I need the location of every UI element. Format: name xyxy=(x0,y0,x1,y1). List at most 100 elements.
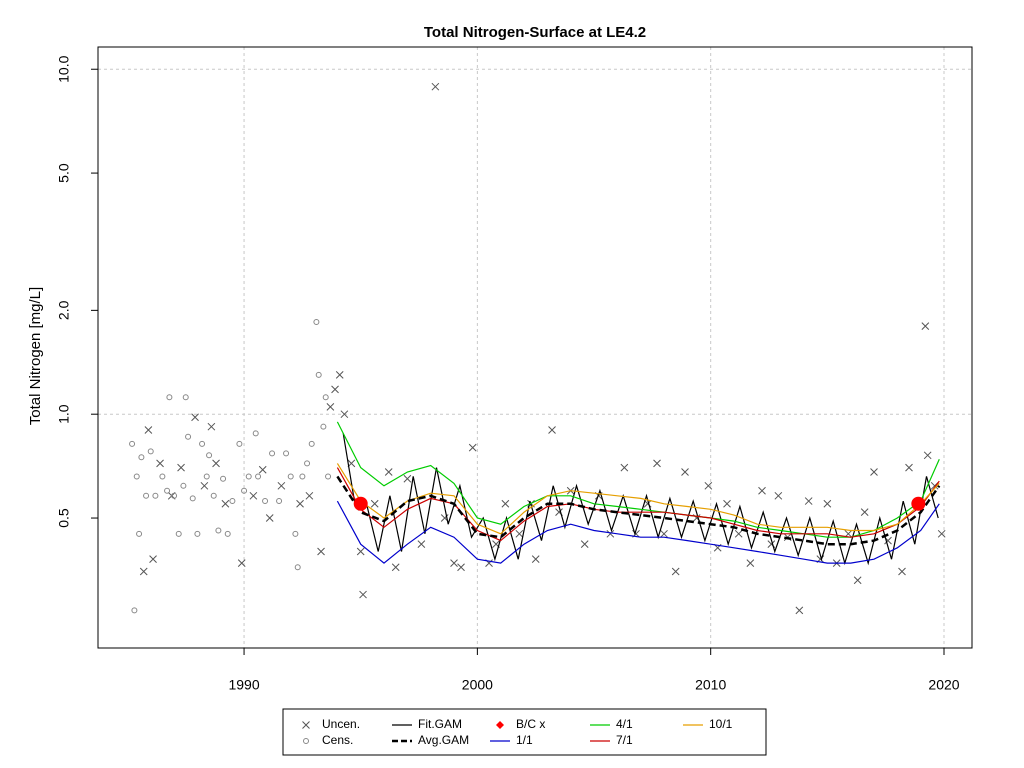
marker-x xyxy=(305,491,314,500)
marker-x xyxy=(221,499,230,508)
marker-circle xyxy=(245,473,252,480)
marker-x xyxy=(403,474,412,483)
marker-circle xyxy=(147,448,154,455)
marker-x xyxy=(258,465,267,474)
y-tick-label: 0.5 xyxy=(56,508,72,528)
marker-x xyxy=(265,514,274,522)
marker-circle xyxy=(236,440,243,447)
marker-x xyxy=(823,499,832,508)
marker-x xyxy=(356,547,365,556)
marker-circle xyxy=(315,371,322,378)
marker-circle xyxy=(283,450,290,457)
marker-circle xyxy=(304,460,311,467)
marker-circle xyxy=(308,440,315,447)
marker-circle xyxy=(299,473,306,480)
marker-x xyxy=(905,463,913,472)
marker-circle xyxy=(143,492,150,499)
marker-x xyxy=(431,82,440,91)
marker-circle xyxy=(199,440,206,447)
marker-x xyxy=(144,426,153,434)
marker-x xyxy=(723,499,731,508)
marker-x xyxy=(340,410,349,419)
marker-circle xyxy=(220,475,227,482)
marker-x xyxy=(746,559,755,567)
marker-x xyxy=(660,529,668,538)
marker-circle xyxy=(210,492,217,499)
legend-swatch xyxy=(302,721,310,729)
marker-circle xyxy=(292,530,299,537)
x-tick-label: 2010 xyxy=(695,677,726,693)
marker-x xyxy=(580,540,589,549)
marker-circle xyxy=(325,473,332,480)
marker-circle xyxy=(129,440,136,447)
marker-circle xyxy=(320,423,327,430)
marker-circle xyxy=(224,530,231,537)
marker-x xyxy=(326,403,335,411)
marker-x xyxy=(804,497,813,505)
series-line xyxy=(336,463,940,535)
marker-x xyxy=(391,563,400,572)
marker-x xyxy=(937,529,946,538)
marker-circle xyxy=(276,498,283,505)
marker-x xyxy=(501,499,510,508)
marker-x xyxy=(457,563,465,572)
marker-x xyxy=(548,426,556,434)
marker-x xyxy=(515,529,524,538)
marker-circle xyxy=(294,564,301,571)
marker-circle xyxy=(131,607,138,614)
legend-label: B/C x xyxy=(516,717,545,731)
legend-label: 7/1 xyxy=(616,733,633,747)
series-line xyxy=(336,467,940,542)
marker-x xyxy=(450,559,458,567)
marker-x xyxy=(531,555,540,564)
marker-circle xyxy=(269,450,276,457)
marker-x xyxy=(212,459,220,468)
series-line xyxy=(336,500,940,564)
legend-label: Cens. xyxy=(322,733,353,747)
marker-x xyxy=(139,567,148,576)
marker-circle xyxy=(203,473,210,480)
marker-x xyxy=(331,385,339,394)
legend-label: 10/1 xyxy=(709,717,733,731)
marker-circle xyxy=(287,473,294,480)
marker-x xyxy=(191,413,199,422)
legend-swatch xyxy=(303,738,309,744)
marker-point xyxy=(353,496,368,511)
marker-circle xyxy=(206,452,213,459)
marker-point xyxy=(911,496,926,511)
marker-circle xyxy=(175,530,182,537)
marker-circle xyxy=(215,527,222,534)
marker-circle xyxy=(252,430,259,437)
marker-x xyxy=(923,451,932,460)
marker-x xyxy=(370,499,379,508)
marker-x xyxy=(207,422,216,431)
series-line xyxy=(336,421,940,538)
y-tick-label: 10.0 xyxy=(56,55,72,82)
legend-label: Avg.GAM xyxy=(418,733,469,747)
y-axis-label: Total Nitrogen [mg/L] xyxy=(27,287,44,425)
marker-x xyxy=(681,468,689,476)
plot-box xyxy=(97,46,973,649)
marker-x xyxy=(237,559,246,567)
marker-x xyxy=(200,481,209,490)
marker-circle xyxy=(138,454,145,461)
x-tick-label: 2020 xyxy=(928,677,959,693)
marker-x xyxy=(758,486,766,495)
marker-x xyxy=(704,481,713,490)
marker-x xyxy=(177,463,185,472)
chart-title: Total Nitrogen-Surface at LE4.2 xyxy=(424,24,646,41)
marker-circle xyxy=(262,498,269,505)
marker-x xyxy=(860,508,869,517)
marker-circle xyxy=(241,487,248,494)
marker-circle xyxy=(133,473,140,480)
legend-label: 4/1 xyxy=(616,717,633,731)
marker-circle xyxy=(159,473,166,480)
marker-circle xyxy=(322,394,329,401)
marker-x xyxy=(653,459,661,468)
marker-x xyxy=(359,590,367,599)
marker-circle xyxy=(313,319,320,326)
marker-circle xyxy=(189,495,196,502)
marker-x xyxy=(853,576,862,585)
legend-label: Uncen. xyxy=(322,717,360,731)
